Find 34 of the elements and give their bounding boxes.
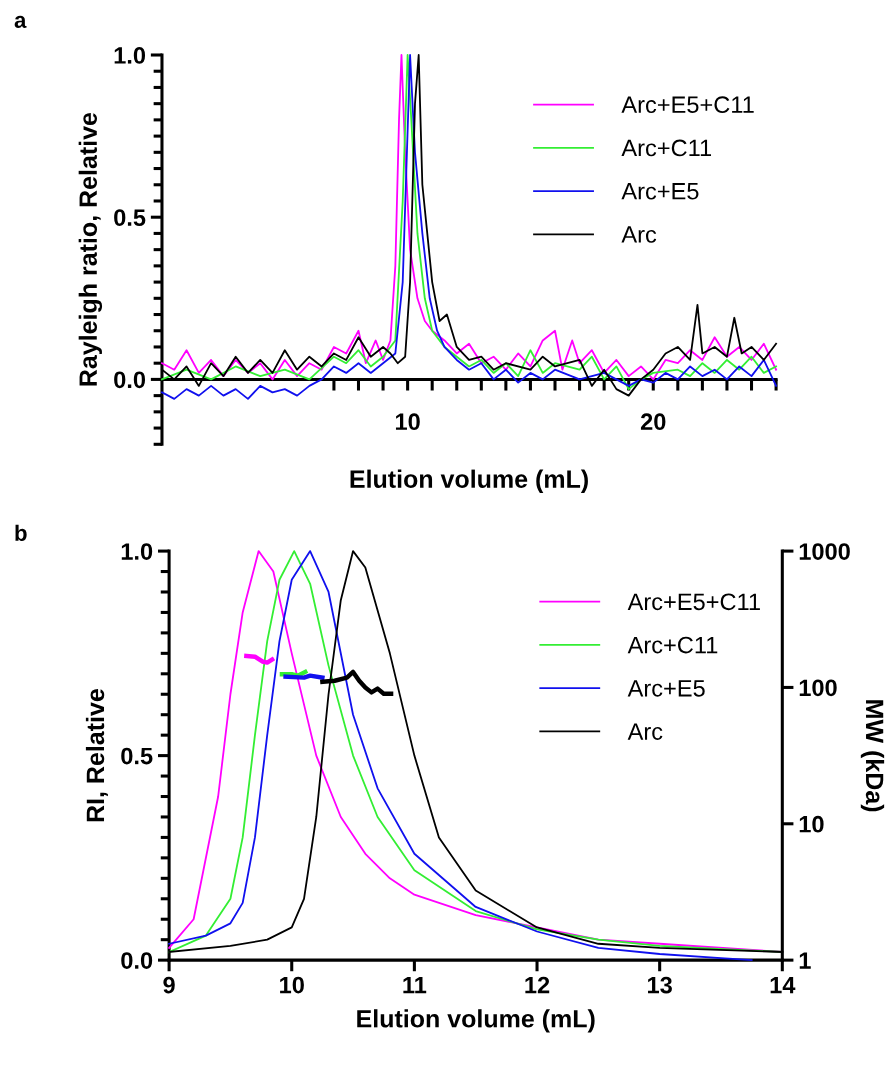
legend-label: Arc [627, 723, 663, 740]
y2-axis-title: MW (kDa) [860, 700, 885, 812]
line-series [244, 653, 275, 665]
text: b [15, 524, 27, 541]
x-tick-label: 11 [403, 976, 427, 994]
x-axis-title: Elution volume (mL) [350, 469, 588, 493]
y-tick-label: 0.5 [114, 209, 146, 226]
x-tick-label: 9 [163, 976, 175, 994]
y2-tick-label: 1 [799, 952, 811, 969]
x-tick-label: 13 [648, 976, 672, 994]
y-tick-label: 0.5 [121, 747, 153, 765]
x-tick-label: 12 [525, 976, 550, 994]
legend-label: Arc+E5+C11 [621, 96, 754, 114]
legend-label: Arc+E5+C11 [627, 593, 760, 611]
x-axis-title: Elution volume (mL) [357, 1009, 595, 1033]
x-tick-label: 10 [280, 976, 304, 994]
y-tick-label: 0.0 [114, 371, 146, 389]
text: a [14, 15, 27, 28]
y-tick-label: 1.0 [114, 47, 146, 64]
x-tick-label: 14 [770, 976, 796, 994]
legend-label: Arc+E5 [621, 183, 699, 200]
y2-tick-label: 1000 [799, 543, 850, 560]
legend-label: Arc [621, 226, 657, 243]
line-series [320, 669, 394, 696]
legend-label: Arc+E5 [627, 680, 705, 697]
y-tick-label: 1.0 [121, 543, 153, 560]
legend-label: Arc+C11 [627, 636, 718, 654]
y2-tick-label: 10 [799, 815, 824, 833]
y-axis-title: RI, Relative [85, 689, 108, 822]
legend-label: Arc+C11 [621, 139, 712, 157]
y2-tick-label: 100 [799, 679, 837, 697]
x-tick-label: 20 [640, 413, 666, 431]
y-tick-label: 0.0 [121, 952, 153, 969]
y-axis-title: Rayleigh ratio, Relative [78, 112, 103, 386]
